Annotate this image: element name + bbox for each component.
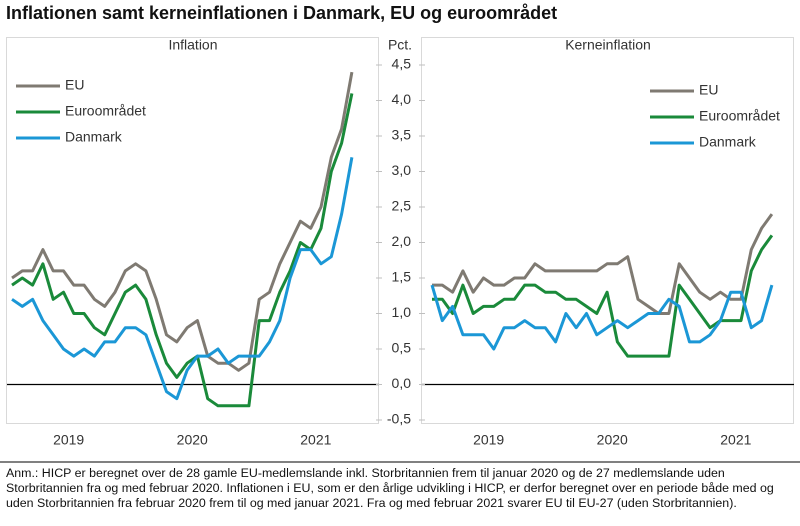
y-tick-label: 1,5: [392, 269, 412, 285]
y-tick-label: 2,5: [392, 198, 412, 214]
panel-title: Inflation: [168, 37, 217, 53]
x-tick-label: 2021: [300, 432, 331, 448]
legend-label: Euroområdet: [65, 103, 146, 119]
panel-frame: [6, 37, 379, 424]
legend-label: EU: [65, 77, 84, 93]
x-tick-label: 2020: [597, 432, 628, 448]
series-line: [432, 234, 774, 358]
legend-label: Danmark: [699, 134, 757, 150]
panel-frame: [421, 37, 794, 424]
series-line: [11, 71, 354, 372]
x-tick-label: 2021: [720, 432, 751, 448]
y-tick-label: 4,5: [392, 56, 412, 72]
chart-title: Inflationen samt kerneinflationen i Danm…: [6, 3, 557, 23]
x-tick-label: 2019: [473, 432, 504, 448]
legend-label: Euroområdet: [699, 108, 780, 124]
y-tick-label: 3,5: [392, 127, 412, 143]
y-tick-label: 2,0: [392, 233, 412, 249]
y-tick-label: 0,0: [392, 375, 412, 391]
y-tick-label: 4,0: [392, 91, 412, 107]
panel-title: Kerneinflation: [565, 37, 651, 53]
y-tick-label: 1,0: [392, 304, 412, 320]
series-line: [11, 157, 354, 401]
series-line: [430, 284, 774, 351]
y-axis-label: Pct.: [388, 37, 412, 53]
y-tick-label: 0,5: [392, 340, 412, 356]
x-tick-label: 2020: [177, 432, 208, 448]
x-tick-label: 2019: [53, 432, 84, 448]
y-tick-label: 3,0: [392, 162, 412, 178]
series-line: [11, 93, 354, 408]
y-tick-label: -0,5: [387, 411, 411, 427]
legend-label: Danmark: [65, 129, 123, 145]
chart: Inflationen samt kerneinflationen i Danm…: [0, 3, 800, 463]
series-line: [432, 213, 774, 315]
note: Anm.: HICP er beregnet over de 28 gamle …: [6, 466, 774, 510]
legend-label: EU: [699, 82, 718, 98]
